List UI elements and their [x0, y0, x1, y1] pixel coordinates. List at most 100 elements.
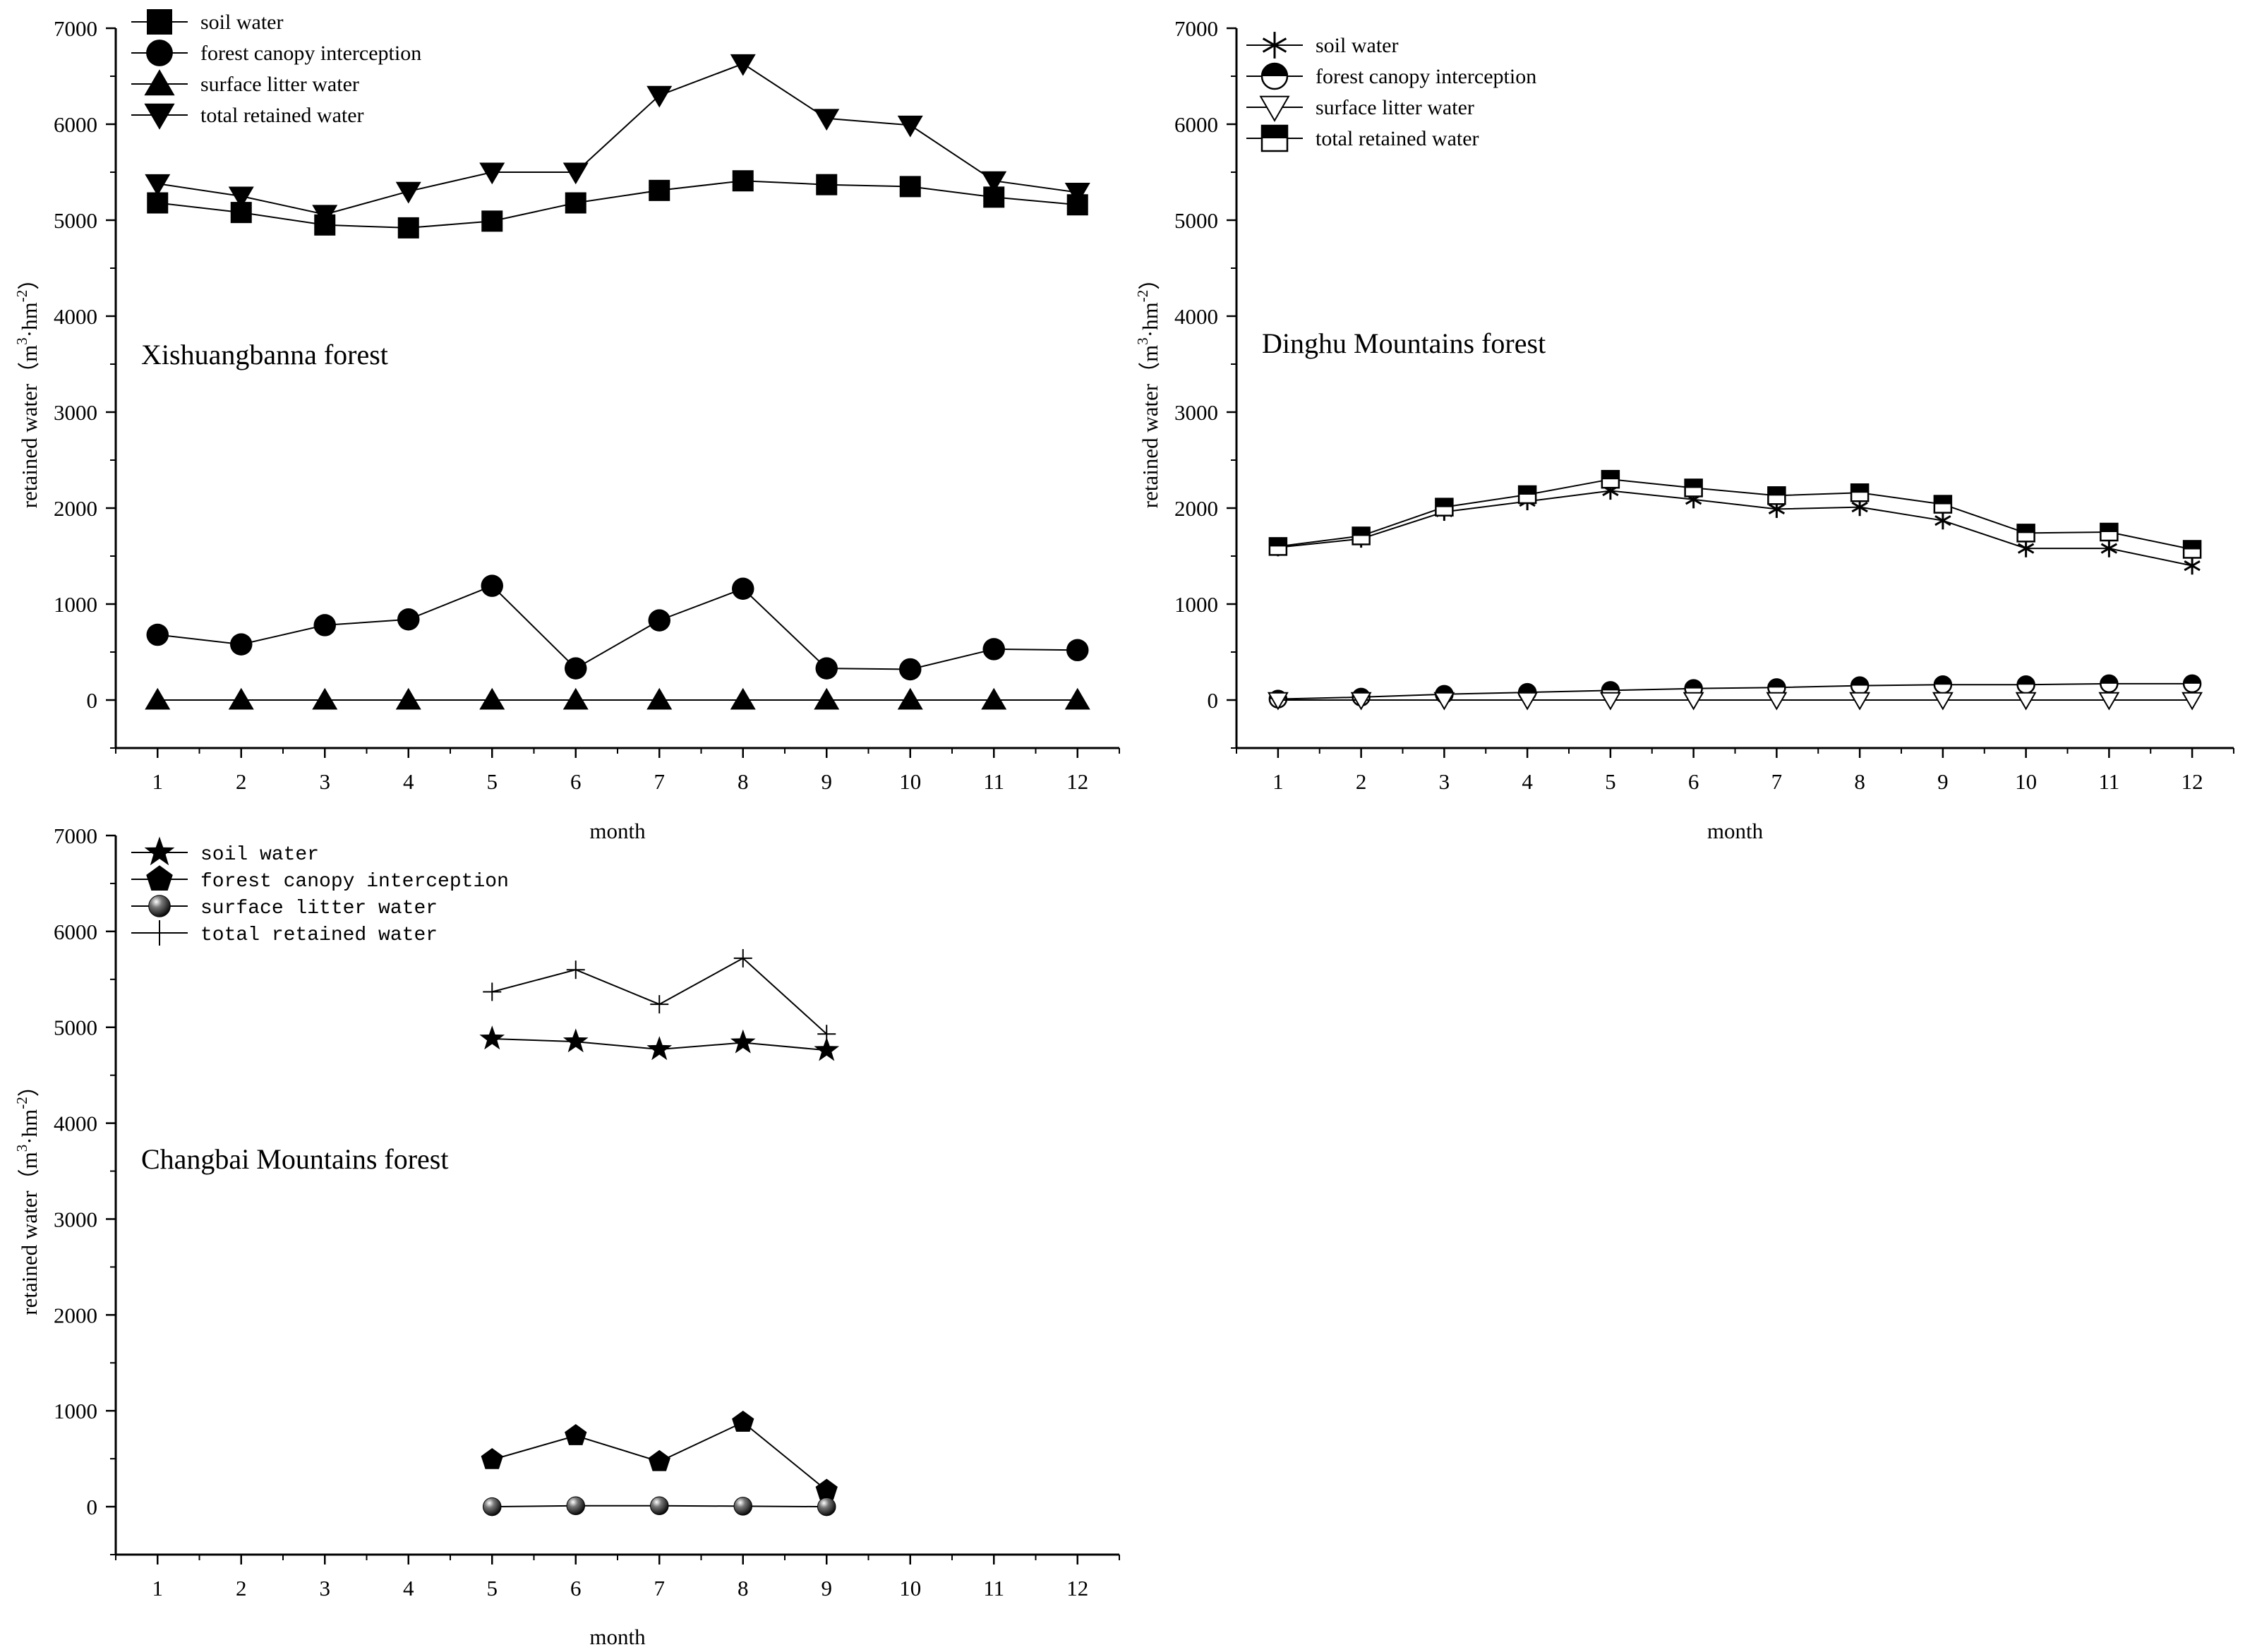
y-tick-label: 7000	[54, 824, 97, 848]
data-point	[730, 687, 756, 710]
y-axis-label-end: ）	[1138, 268, 1162, 290]
y-tick-label: 4000	[54, 1111, 97, 1136]
legend-label: soil water	[200, 11, 283, 34]
legend-entry: soil water	[1246, 32, 1398, 59]
legend-entry: total retained water	[131, 103, 364, 130]
x-tick-label: 3	[320, 769, 331, 794]
legend-marker	[1259, 95, 1290, 122]
data-point	[1849, 692, 1871, 711]
data-point	[982, 638, 1005, 661]
data-point	[313, 614, 336, 637]
data-point	[1267, 692, 1289, 711]
chart-title: Xishuangbanna forest	[141, 339, 388, 370]
data-point	[2016, 675, 2035, 694]
data-point	[897, 687, 923, 710]
y-tick-label: 2000	[54, 1303, 97, 1327]
y-tick-label: 2000	[54, 496, 97, 521]
x-tick-label: 7	[654, 769, 666, 794]
data-point	[1433, 692, 1455, 711]
data-point	[1850, 483, 1870, 502]
legend-entry: total retained water	[131, 920, 438, 946]
data-point	[145, 174, 171, 196]
data-point	[1599, 692, 1621, 711]
data-point	[650, 995, 669, 1014]
x-tick-label: 12	[1066, 769, 1088, 794]
legend-marker	[146, 865, 173, 891]
y-axis-label: retained water（m3·hm-2）	[13, 1075, 42, 1315]
y-tick-label: 3000	[54, 400, 97, 425]
legend-entry: forest canopy interception	[1246, 62, 1536, 90]
y-tick-label: 4000	[1174, 304, 1218, 329]
y-tick-label: 6000	[54, 920, 97, 944]
x-tick-label: 2	[1356, 769, 1367, 794]
legend-label: surface litter water	[200, 898, 438, 920]
data-point	[397, 608, 420, 631]
data-point	[1064, 687, 1090, 710]
y-tick-label: 5000	[54, 1015, 97, 1040]
data-point	[481, 574, 503, 597]
x-tick-label: 12	[2181, 769, 2203, 794]
x-axis-label: month	[589, 819, 646, 843]
data-point	[481, 1448, 503, 1469]
data-point	[899, 658, 922, 681]
data-point	[2016, 524, 2035, 543]
y-axis-label-sup: -2	[1134, 290, 1151, 303]
legend-marker	[144, 69, 175, 96]
data-point	[395, 687, 421, 710]
y-tick-label: 0	[1208, 688, 1219, 713]
y-axis-label: retained water（m3·hm-2）	[13, 268, 42, 508]
data-point	[730, 54, 756, 76]
data-point	[730, 1029, 756, 1054]
data-point	[814, 687, 840, 710]
x-tick-label: 4	[403, 769, 414, 794]
series-forest-canopy-interception	[146, 574, 1089, 681]
x-tick-label: 4	[403, 1576, 414, 1600]
y-tick-label: 7000	[54, 16, 97, 41]
data-point	[2017, 539, 2035, 557]
data-point	[1064, 183, 1090, 205]
x-tick-label: 8	[738, 769, 749, 794]
chart-title: Dinghu Mountains forest	[1262, 327, 1546, 359]
y-axis-label-sup: 3	[13, 337, 30, 345]
data-point	[228, 687, 254, 710]
data-point	[1850, 676, 1870, 695]
series-surface-litter-water	[1267, 692, 2203, 711]
legend-marker	[144, 836, 175, 866]
legend-label: total retained water	[200, 924, 438, 946]
data-point	[899, 176, 921, 198]
y-tick-label: 7000	[1174, 16, 1218, 41]
legend-entry: forest canopy interception	[131, 865, 509, 893]
data-point	[395, 181, 421, 204]
legend-label: forest canopy interception	[200, 42, 421, 65]
y-axis-label-end: ）	[17, 1075, 42, 1097]
data-point	[815, 657, 838, 680]
x-axis-label: month	[1707, 819, 1764, 843]
x-tick-label: 6	[1688, 769, 1699, 794]
y-axis-label-sup: -2	[13, 1097, 30, 1109]
legend-marker	[147, 920, 172, 946]
data-point	[483, 982, 502, 1001]
y-tick-label: 1000	[1174, 592, 1218, 617]
data-point	[566, 960, 585, 979]
data-point	[481, 210, 503, 232]
data-point	[562, 1028, 589, 1053]
data-point	[817, 1025, 836, 1044]
data-point	[814, 109, 840, 131]
x-tick-label: 7	[654, 1576, 666, 1600]
legend-marker	[148, 895, 171, 917]
legend-entry: soil water	[131, 9, 283, 35]
data-point	[2184, 557, 2201, 575]
data-point	[397, 217, 419, 239]
data-point	[1066, 639, 1089, 662]
data-point	[565, 192, 586, 214]
legend-label: soil water	[1316, 34, 1398, 57]
data-point	[1932, 692, 1954, 711]
x-tick-label: 10	[2015, 769, 2037, 794]
legend-marker	[1260, 124, 1289, 152]
data-point	[2182, 674, 2202, 694]
legend-marker	[146, 40, 173, 66]
series-total-retained-water	[1268, 469, 2202, 559]
series-line	[1277, 490, 2193, 567]
